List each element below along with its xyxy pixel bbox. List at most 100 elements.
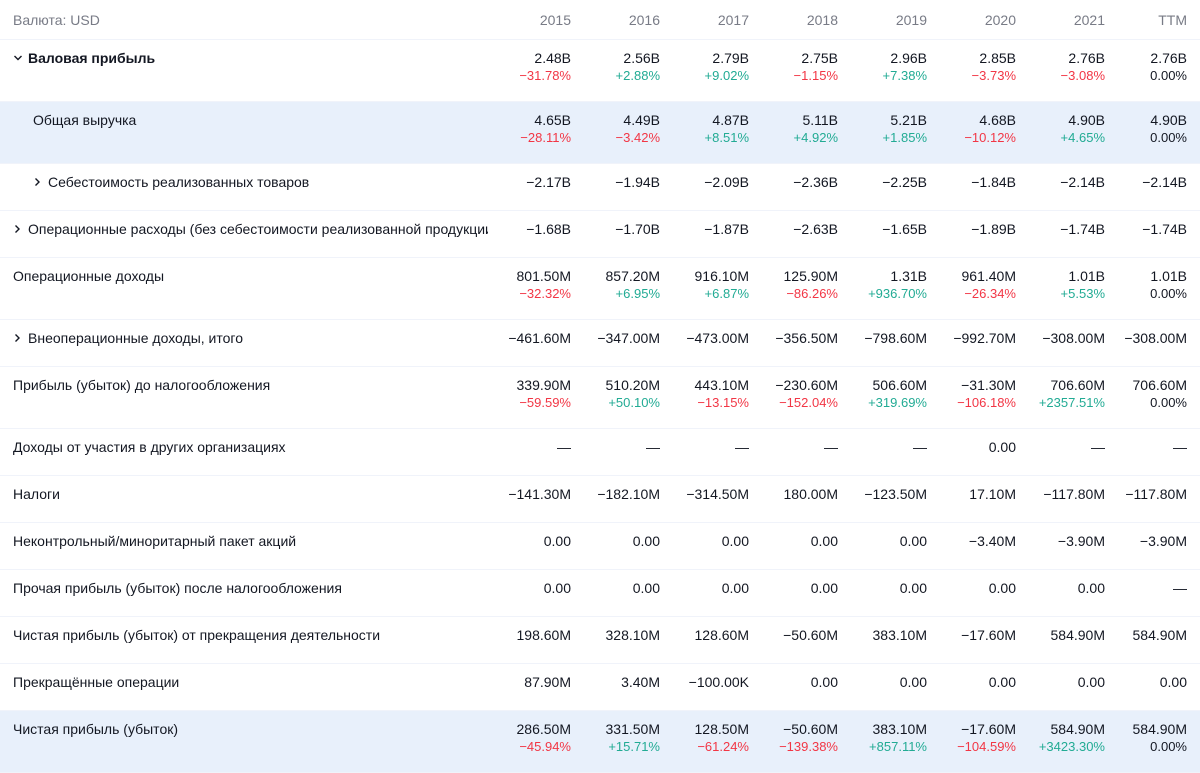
- change-percent: −26.34%: [964, 286, 1016, 301]
- value-text: 3.40M: [621, 674, 660, 690]
- value-cell: −798.60M: [844, 319, 933, 367]
- table-row[interactable]: Валовая прибыль 2.48B −31.78% 2.56B +2.88% 2.…: [0, 39, 1200, 102]
- value-text: 328.10M: [605, 627, 660, 643]
- row-label: Прибыль (убыток) до налогообложения: [13, 377, 271, 393]
- value-text: −3.90M: [1057, 533, 1105, 549]
- chevron-down-icon[interactable]: [13, 51, 28, 65]
- value-text: −50.60M: [783, 721, 838, 737]
- row-label: Валовая прибыль: [28, 50, 156, 66]
- value-cell: 2.76B −3.08%: [1022, 39, 1111, 102]
- value-cell: 0.00: [844, 663, 933, 711]
- value-text: 706.60M: [1050, 377, 1105, 393]
- value-cell: 2.76B 0.00%: [1111, 39, 1200, 102]
- value-text: 0.00: [1077, 580, 1105, 596]
- table-row[interactable]: Операционные расходы (без себестоимости …: [0, 210, 1200, 258]
- value-text: —: [1173, 439, 1187, 455]
- change-percent: −3.08%: [1060, 68, 1105, 83]
- value-text: −2.14B: [1142, 174, 1187, 190]
- change-percent: 0.00%: [1150, 68, 1187, 83]
- value-cell: 128.60M: [666, 616, 755, 664]
- value-text: −308.00M: [1124, 330, 1187, 346]
- value-cell: —: [1111, 428, 1200, 476]
- value-cell: 4.90B +4.65%: [1022, 101, 1111, 164]
- value-cell: 510.20M +50.10%: [577, 366, 666, 429]
- value-text: 2.56B: [623, 50, 660, 66]
- row-label-cell[interactable]: Себестоимость реализованных товаров: [0, 163, 488, 211]
- value-cell: 5.21B +1.85%: [844, 101, 933, 164]
- value-cell: −141.30M: [488, 475, 577, 523]
- value-text: −100.00K: [688, 674, 749, 690]
- value-text: —: [1173, 580, 1187, 596]
- value-cell: 383.10M +857.11%: [844, 710, 933, 773]
- change-percent: −59.59%: [519, 395, 571, 410]
- value-text: −50.60M: [783, 627, 838, 643]
- value-cell: −473.00M: [666, 319, 755, 367]
- change-percent: +5.53%: [1060, 286, 1105, 301]
- value-cell: 2.79B +9.02%: [666, 39, 755, 102]
- value-cell: 2.56B +2.88%: [577, 39, 666, 102]
- chevron-right-icon[interactable]: [33, 176, 48, 190]
- value-text: 0.00: [810, 580, 838, 596]
- value-cell: 180.00M: [755, 475, 844, 523]
- value-cell: 706.60M +2357.51%: [1022, 366, 1111, 429]
- chevron-right-icon[interactable]: [13, 332, 28, 346]
- value-text: −473.00M: [686, 330, 749, 346]
- value-text: —: [1091, 439, 1105, 455]
- value-cell: 128.50M −61.24%: [666, 710, 755, 773]
- value-text: 584.90M: [1050, 721, 1105, 737]
- row-label: Общая выручка: [33, 112, 137, 128]
- value-text: 584.90M: [1132, 721, 1187, 737]
- value-cell: −100.00K: [666, 663, 755, 711]
- value-text: 0.00: [988, 674, 1016, 690]
- table-row: Чистая прибыль (убыток) от прекращения д…: [0, 616, 1200, 664]
- value-text: —: [646, 439, 660, 455]
- value-cell: 4.87B +8.51%: [666, 101, 755, 164]
- value-text: 4.90B: [1068, 112, 1105, 128]
- value-text: 961.40M: [961, 268, 1016, 284]
- value-cell: 2.85B −3.73%: [933, 39, 1022, 102]
- value-cell: −1.89B: [933, 210, 1022, 258]
- year-header: 2020: [933, 0, 1022, 40]
- table-row: Доходы от участия в других организациях —…: [0, 428, 1200, 476]
- year-header: 2018: [755, 0, 844, 40]
- value-cell: 0.00: [755, 663, 844, 711]
- table-row[interactable]: Внеоперационные доходы, итого −461.60M −34…: [0, 319, 1200, 367]
- row-label: Прекращённые операции: [13, 674, 180, 690]
- value-text: 383.10M: [872, 721, 927, 737]
- row-label-cell: Общая выручка: [0, 101, 488, 164]
- value-cell: −992.70M: [933, 319, 1022, 367]
- row-label: Прочая прибыль (убыток) после налогообло…: [13, 580, 342, 596]
- change-percent: −3.42%: [615, 130, 660, 145]
- row-label-cell[interactable]: Операционные расходы (без себестоимости …: [0, 210, 488, 258]
- value-cell: 443.10M −13.15%: [666, 366, 755, 429]
- change-percent: +3423.30%: [1038, 739, 1105, 754]
- value-cell: −1.74B: [1111, 210, 1200, 258]
- table-row[interactable]: Себестоимость реализованных товаров −2.17…: [0, 163, 1200, 211]
- row-label: Операционные расходы (без себестоимости …: [28, 221, 488, 237]
- value-cell: −347.00M: [577, 319, 666, 367]
- value-cell: —: [844, 428, 933, 476]
- chevron-right-icon[interactable]: [13, 223, 28, 237]
- value-cell: 0.00: [488, 569, 577, 617]
- value-text: 0.00: [632, 580, 660, 596]
- value-cell: 2.75B −1.15%: [755, 39, 844, 102]
- row-label-cell[interactable]: Внеоперационные доходы, итого: [0, 319, 488, 367]
- value-cell: −1.84B: [933, 163, 1022, 211]
- value-cell: −1.94B: [577, 163, 666, 211]
- change-percent: −106.18%: [957, 395, 1016, 410]
- value-text: 128.60M: [694, 627, 749, 643]
- year-header: 2021: [1022, 0, 1111, 40]
- value-text: 510.20M: [605, 377, 660, 393]
- value-text: −461.60M: [508, 330, 571, 346]
- value-text: −2.09B: [704, 174, 749, 190]
- change-percent: −61.24%: [697, 739, 749, 754]
- value-text: 0.00: [988, 439, 1016, 455]
- row-label-cell: Операционные доходы: [0, 257, 488, 320]
- table-row: Прочая прибыль (убыток) после налогообло…: [0, 569, 1200, 617]
- value-cell: −2.14B: [1022, 163, 1111, 211]
- row-label-cell[interactable]: Валовая прибыль: [0, 39, 488, 102]
- value-cell: 4.49B −3.42%: [577, 101, 666, 164]
- table-row: Чистая прибыль (убыток) 286.50M −45.94% 331…: [0, 710, 1200, 773]
- value-cell: 0.00: [844, 569, 933, 617]
- change-percent: +936.70%: [868, 286, 927, 301]
